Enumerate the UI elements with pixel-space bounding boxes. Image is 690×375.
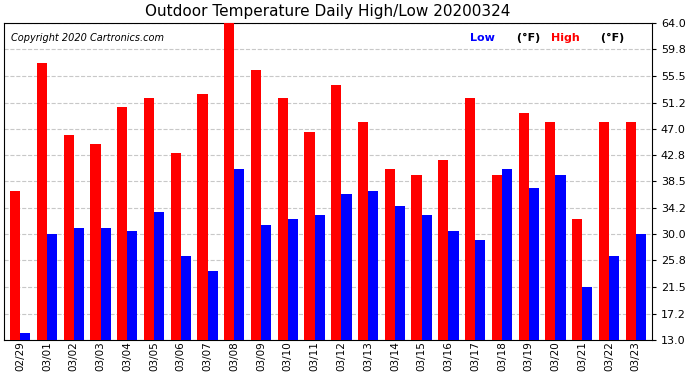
Bar (170, 153, 181, 340)
Bar (358, 122, 368, 340)
Bar (101, 228, 110, 340)
Bar (251, 70, 261, 340)
Bar (90, 144, 101, 340)
Bar (224, 20, 235, 340)
Bar (395, 206, 405, 340)
Bar (572, 219, 582, 340)
Bar (235, 169, 244, 340)
Bar (10, 190, 20, 340)
Bar (37, 63, 47, 340)
Bar (181, 256, 191, 340)
Bar (635, 234, 646, 340)
Bar (154, 212, 164, 340)
Bar (422, 216, 432, 340)
Bar (475, 240, 485, 340)
Bar (626, 122, 635, 340)
Bar (518, 113, 529, 340)
Bar (545, 122, 555, 340)
Bar (20, 333, 30, 340)
Bar (208, 272, 218, 340)
Bar (197, 94, 208, 340)
Bar (277, 98, 288, 340)
Bar (342, 194, 351, 340)
Bar (47, 234, 57, 340)
Bar (448, 231, 459, 340)
Bar (315, 216, 325, 340)
Bar (288, 219, 298, 340)
Text: Copyright 2020 Cartronics.com: Copyright 2020 Cartronics.com (10, 33, 164, 43)
Bar (127, 231, 137, 340)
Bar (465, 98, 475, 340)
Bar (144, 98, 154, 340)
Text: (°F): (°F) (513, 33, 540, 43)
Bar (609, 256, 619, 340)
Bar (331, 85, 342, 340)
Bar (368, 190, 378, 340)
Text: High: High (551, 33, 580, 43)
Bar (385, 169, 395, 340)
Bar (492, 175, 502, 340)
Bar (599, 122, 609, 340)
Bar (63, 135, 74, 340)
Text: Low: Low (471, 33, 495, 43)
Title: Outdoor Temperature Daily High/Low 20200324: Outdoor Temperature Daily High/Low 20200… (146, 4, 511, 19)
Bar (261, 225, 271, 340)
Bar (529, 188, 539, 340)
Bar (304, 132, 315, 340)
Bar (411, 175, 422, 340)
Bar (438, 160, 449, 340)
Text: (°F): (°F) (597, 33, 624, 43)
Bar (555, 175, 566, 340)
Bar (582, 287, 593, 340)
Bar (74, 228, 84, 340)
Bar (502, 169, 512, 340)
Bar (117, 107, 127, 340)
